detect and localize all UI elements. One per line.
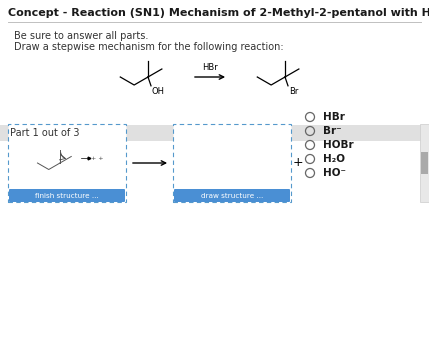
Text: HBr: HBr — [323, 112, 345, 122]
Text: +: + — [293, 156, 303, 170]
FancyBboxPatch shape — [173, 124, 291, 202]
Text: Be sure to answer all parts.: Be sure to answer all parts. — [14, 31, 148, 41]
FancyBboxPatch shape — [420, 124, 429, 202]
Text: HBr: HBr — [202, 63, 218, 72]
Text: Draw a stepwise mechanism for the following reaction:: Draw a stepwise mechanism for the follow… — [14, 42, 284, 52]
FancyBboxPatch shape — [9, 189, 125, 202]
FancyBboxPatch shape — [174, 189, 290, 202]
Text: + +: + + — [91, 156, 103, 161]
Text: Br⁻: Br⁻ — [323, 126, 341, 136]
Text: Part 1 out of 3: Part 1 out of 3 — [10, 128, 79, 138]
FancyBboxPatch shape — [0, 125, 429, 141]
FancyBboxPatch shape — [421, 152, 428, 174]
Text: finish structure ...: finish structure ... — [35, 193, 99, 199]
Text: H₂O: H₂O — [323, 154, 345, 164]
Text: OH: OH — [152, 87, 165, 96]
Text: draw structure ...: draw structure ... — [201, 193, 263, 199]
Text: HO⁻: HO⁻ — [323, 168, 346, 178]
Text: HOBr: HOBr — [323, 140, 353, 150]
Text: Concept - Reaction (SN1) Mechanism of 2-Methyl-2-pentanol with HBr: Concept - Reaction (SN1) Mechanism of 2-… — [8, 8, 429, 18]
FancyBboxPatch shape — [8, 124, 126, 202]
Text: Br: Br — [289, 87, 299, 96]
